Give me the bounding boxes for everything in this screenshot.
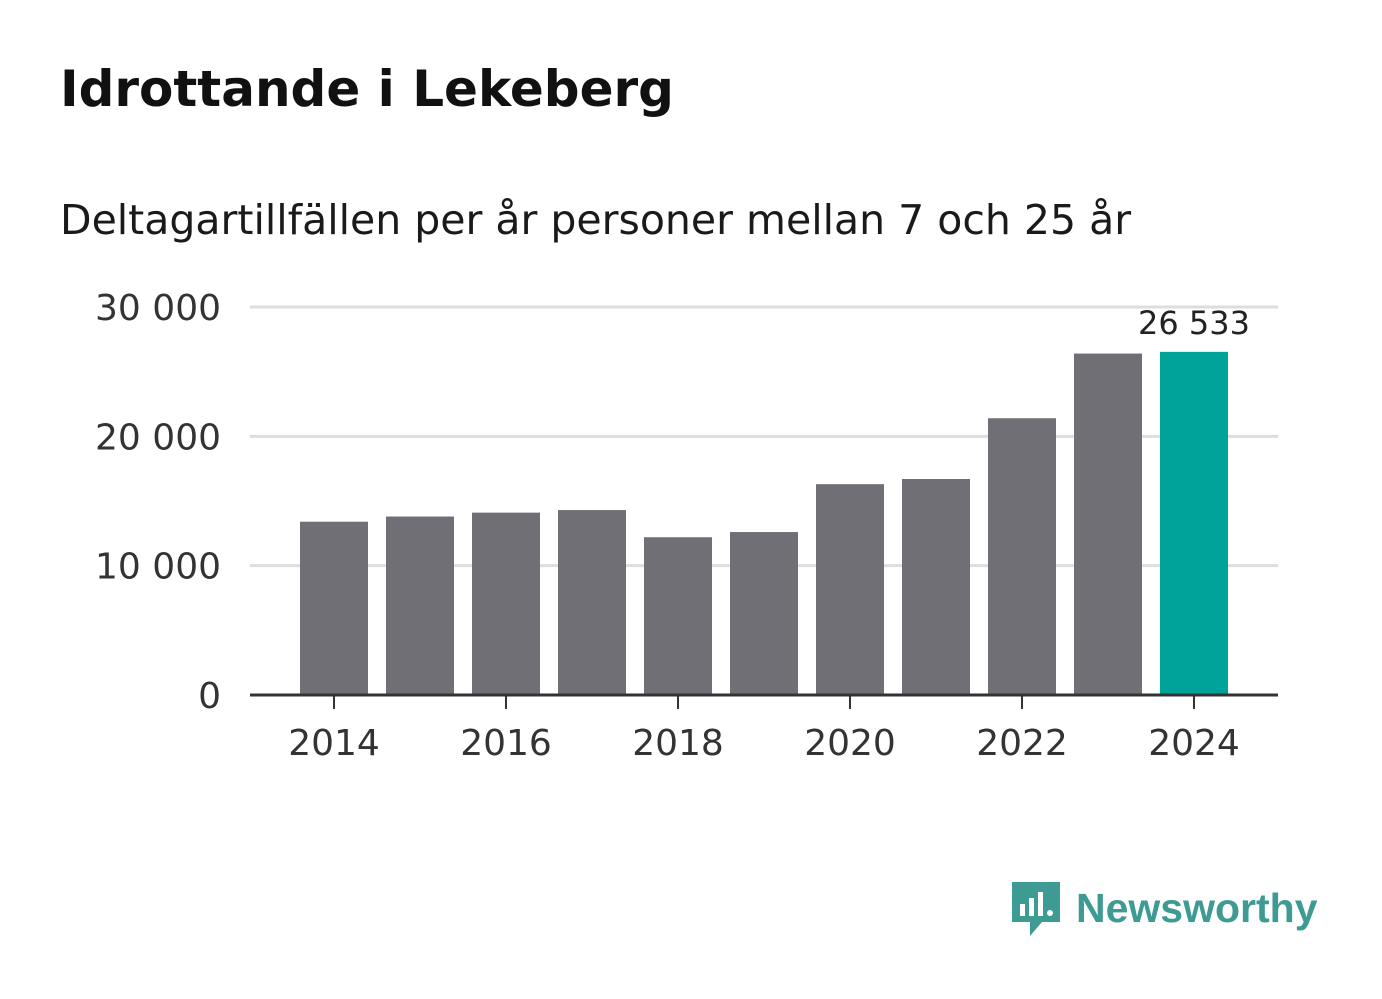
bar-2019 bbox=[730, 532, 798, 695]
x-tick-label: 2016 bbox=[460, 723, 552, 764]
bar-2022 bbox=[988, 418, 1056, 695]
bars bbox=[300, 351, 1228, 695]
x-tick-label: 2014 bbox=[288, 723, 380, 764]
axes bbox=[250, 693, 1278, 709]
x-tick-label: 2020 bbox=[804, 723, 896, 764]
data-label: 26 533 bbox=[1138, 304, 1250, 342]
bar-2023 bbox=[1074, 353, 1142, 695]
bar-2021 bbox=[902, 479, 970, 695]
bar-2017 bbox=[558, 510, 626, 695]
brand-name: Newsworthy bbox=[1076, 884, 1318, 931]
bar-2014 bbox=[300, 521, 368, 695]
brand-logo: Newsworthy bbox=[1010, 878, 1318, 938]
y-tick-label: 30 000 bbox=[95, 288, 221, 329]
x-tick-label: 2022 bbox=[976, 723, 1068, 764]
x-tick-label: 2024 bbox=[1148, 723, 1240, 764]
bar-2018 bbox=[644, 537, 712, 695]
chart-title: Idrottande i Lekeberg bbox=[60, 60, 674, 118]
bar-2020 bbox=[816, 484, 884, 695]
y-tick-label: 0 bbox=[198, 676, 221, 717]
x-tick-label: 2018 bbox=[632, 723, 724, 764]
y-tick-label: 10 000 bbox=[95, 547, 221, 588]
y-tick-label: 20 000 bbox=[95, 417, 221, 458]
bar-2016 bbox=[472, 512, 540, 695]
bar-2024 bbox=[1160, 351, 1228, 695]
newsworthy-logo-icon bbox=[1012, 882, 1060, 936]
chart-subtitle: Deltagartillfällen per år personer mella… bbox=[60, 196, 1132, 244]
bar-2015 bbox=[386, 516, 454, 695]
labels: 0 10 000 20 000 30 000 2014 2016 2018 2020 2022 2… bbox=[95, 288, 1250, 764]
